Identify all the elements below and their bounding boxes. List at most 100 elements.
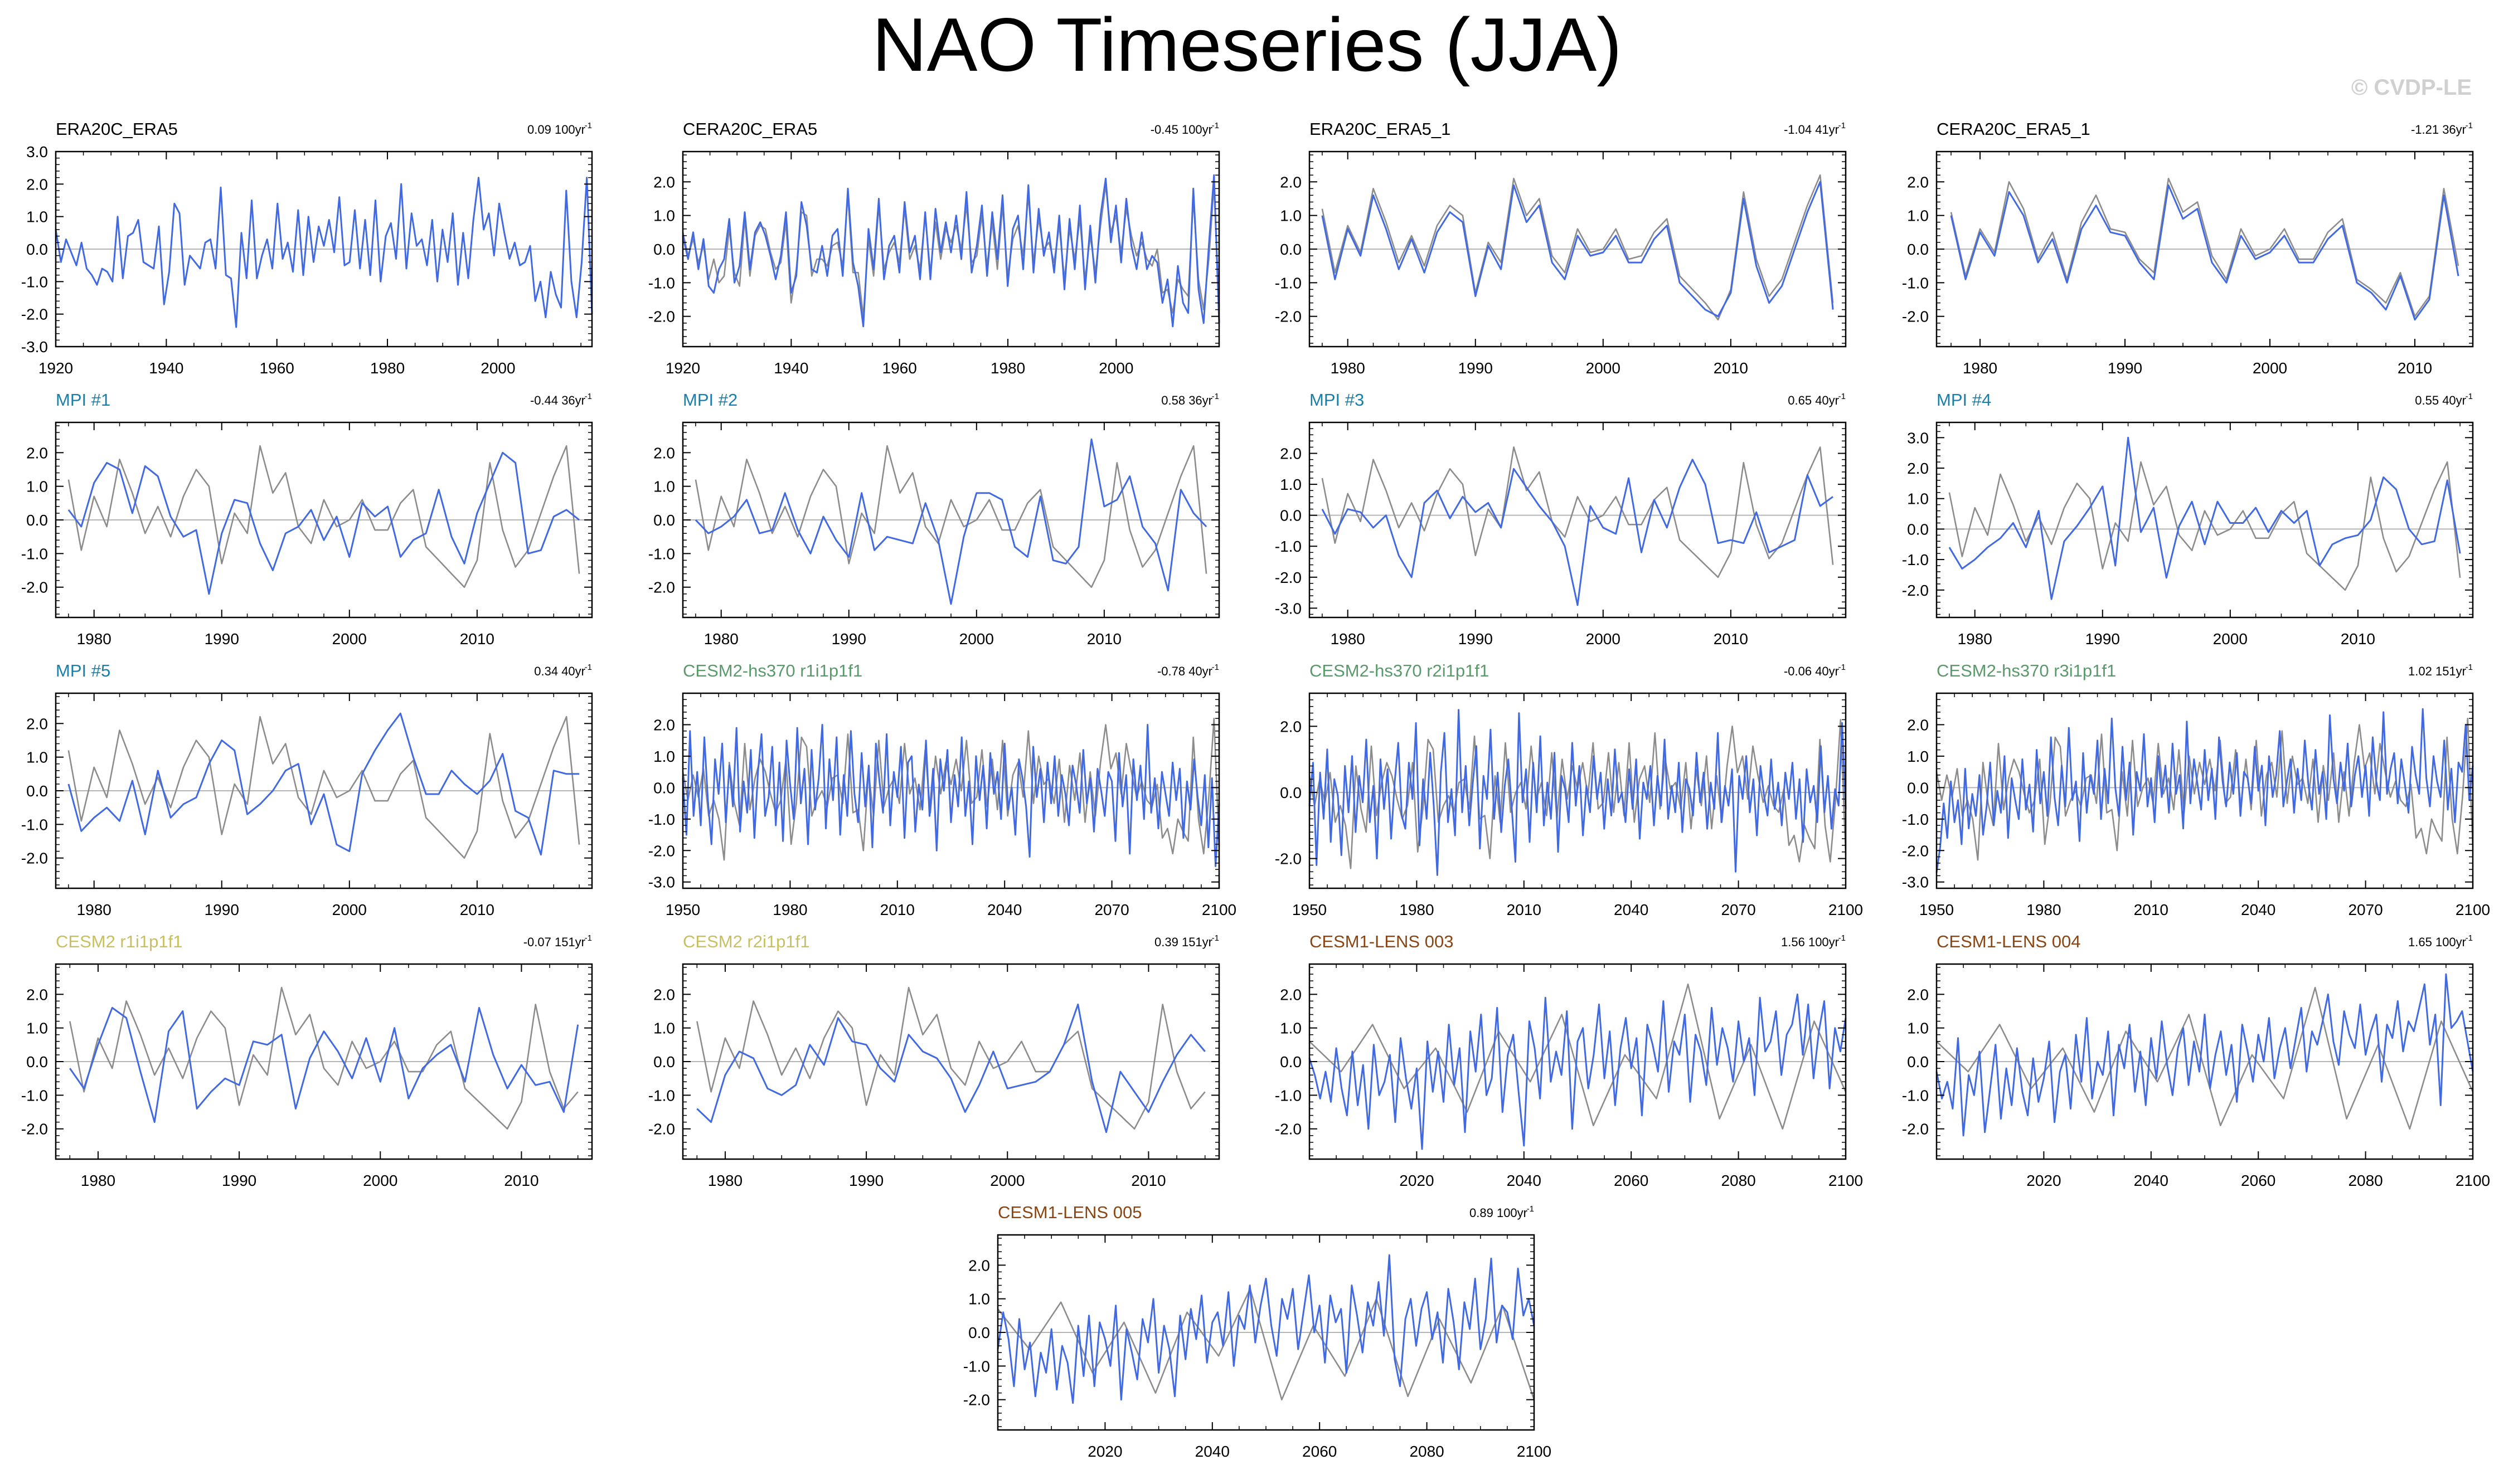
panel-title: CESM2-hs370 r3i1p1f1: [1937, 661, 2116, 680]
trend-superscript: -1: [585, 121, 592, 130]
x-tick-label: 2020: [1088, 1443, 1122, 1460]
obs-series-line: [997, 1288, 1535, 1400]
obs-series-line: [67, 445, 580, 588]
trend-label: -1.21 36yr: [2411, 123, 2466, 137]
x-tick-label: 1990: [2085, 630, 2120, 648]
chart-panel: CESM1-LENS 005 0.89 100yr-1 2.0 1.0 0.0 -1.0 -…: [963, 1203, 1551, 1460]
y-tick-label: 1.0: [1280, 1020, 1302, 1037]
panel-title: CERA20C_ERA5: [683, 119, 817, 139]
panel-title: ERA20C_ERA5: [56, 119, 178, 139]
trend-superscript: -1: [2466, 392, 2473, 401]
x-tick-label: 2070: [1094, 901, 1129, 918]
x-tick-label: 2020: [2026, 1172, 2061, 1189]
y-tick-label: 2.0: [1280, 173, 1302, 191]
trend-superscript: -1: [585, 933, 592, 943]
y-tick-label: -1.0: [1902, 811, 1929, 828]
model-series-line: [69, 1006, 579, 1123]
x-tick-label: 1950: [1919, 901, 1954, 918]
y-tick-label: 0.0: [1280, 507, 1302, 524]
trend-superscript: -1: [1212, 663, 1219, 672]
y-tick-label: -3.0: [1275, 600, 1302, 617]
y-tick-label: -1.0: [1902, 274, 1929, 291]
chart-panel: MPI #3 0.65 40yr-1 2.0 1.0 0.0 -1.0 -2.0 -3.0 19…: [1275, 390, 1847, 648]
chart-panel: MPI #1 -0.44 36yr-1 2.0 1.0 0.0 -1.0 -2.0 1980 1…: [21, 390, 593, 648]
y-tick-label: -2.0: [1902, 842, 1929, 859]
panel-title: MPI #3: [1309, 390, 1364, 410]
plot-frame: [1308, 421, 1847, 619]
y-tick-label: -3.0: [648, 874, 675, 891]
y-tick-label: 2.0: [1907, 173, 1929, 191]
y-tick-label: 0.0: [653, 241, 675, 258]
x-tick-label: 1990: [2108, 359, 2142, 377]
panel-title: CESM1-LENS 004: [1937, 932, 2080, 951]
x-tick-label: 2000: [481, 359, 515, 377]
panel-title: MPI #5: [56, 661, 110, 680]
x-tick-label: 1980: [1331, 630, 1365, 648]
y-tick-label: 1.0: [1907, 1020, 1929, 1037]
chart-panel: CESM2 r1i1p1f1 -0.07 151yr-1 2.0 1.0 0.0 -1.0…: [21, 932, 593, 1189]
y-tick-label: -2.0: [648, 308, 675, 325]
y-tick-label: -2.0: [1275, 1121, 1302, 1138]
x-tick-label: 1980: [2026, 901, 2061, 918]
y-tick-label: -2.0: [1275, 308, 1302, 325]
y-tick-label: 0.0: [26, 1053, 48, 1071]
y-tick-label: -1.0: [648, 545, 675, 562]
y-tick-label: -1.0: [1275, 1087, 1302, 1104]
x-tick-label: 2000: [363, 1172, 397, 1189]
x-tick-label: 2000: [2253, 359, 2287, 377]
trend-superscript: -1: [585, 663, 592, 672]
x-tick-label: 2100: [1828, 901, 1863, 918]
y-tick-label: 0.0: [653, 779, 675, 796]
trend-label: -0.78 40yr: [1157, 664, 1212, 678]
x-tick-label: 2060: [1614, 1172, 1648, 1189]
y-tick-label: -1.0: [21, 816, 48, 833]
x-tick-label: 1980: [704, 630, 739, 648]
trend-superscript: -1: [1838, 121, 1846, 130]
trend-label: -0.07 151yr: [523, 935, 585, 949]
obs-series-line: [1936, 986, 2474, 1130]
x-tick-label: 2010: [1131, 1172, 1166, 1189]
panel-title: CERA20C_ERA5_1: [1937, 119, 2090, 139]
model-series-line: [1950, 184, 2459, 321]
credit-watermark: © CVDP-LE: [2351, 75, 2472, 100]
obs-series-line: [69, 986, 579, 1130]
y-tick-label: 0.0: [26, 782, 48, 800]
chart-panel: CERA20C_ERA5 -0.45 100yr-1 2.0 1.0 0.0 -1.0 -2…: [648, 119, 1220, 377]
x-tick-label: 2010: [504, 1172, 538, 1189]
x-tick-label: 2000: [1586, 630, 1620, 648]
x-tick-label: 2040: [1614, 901, 1648, 918]
y-tick-label: -2.0: [963, 1391, 990, 1409]
y-tick-label: -2.0: [1902, 1121, 1929, 1138]
trend-superscript: -1: [1838, 933, 1846, 943]
chart-panel: MPI #2 0.58 36yr-1 2.0 1.0 0.0 -1.0 -2.0 1980 19…: [648, 390, 1220, 648]
y-tick-label: 0.0: [1907, 779, 1929, 796]
x-tick-label: 2060: [1302, 1443, 1337, 1460]
y-tick-label: -1.0: [963, 1358, 990, 1375]
trend-label: -0.06 40yr: [1784, 664, 1839, 678]
trend-label: 1.02 151yr: [2408, 664, 2466, 678]
trend-label: 1.65 100yr: [2408, 935, 2466, 949]
y-tick-label: 2.0: [1907, 716, 1929, 733]
x-tick-label: 2070: [1721, 901, 1755, 918]
y-tick-label: 1.0: [26, 1020, 48, 1037]
y-tick-label: 0.0: [26, 241, 48, 258]
y-tick-label: 2.0: [26, 715, 48, 732]
obs-series-line: [696, 986, 1206, 1130]
x-tick-label: 2000: [332, 630, 367, 648]
model-series-line: [1308, 993, 1847, 1150]
x-tick-label: 2000: [990, 1172, 1025, 1189]
x-tick-label: 1990: [849, 1172, 884, 1189]
y-tick-label: 2.0: [1280, 445, 1302, 463]
x-tick-label: 1980: [773, 901, 807, 918]
trend-label: 0.39 151yr: [1154, 935, 1212, 949]
x-tick-label: 1990: [205, 901, 239, 918]
trend-superscript: -1: [585, 392, 592, 401]
y-tick-label: 1.0: [1907, 207, 1929, 225]
x-tick-label: 1940: [149, 359, 183, 377]
y-tick-label: 2.0: [26, 986, 48, 1003]
y-tick-label: -1.0: [1902, 551, 1929, 568]
obs-series-line: [67, 716, 580, 859]
panel-title: CESM1-LENS 003: [1309, 932, 1453, 951]
y-tick-label: -3.0: [1902, 874, 1929, 891]
y-tick-label: 0.0: [1280, 784, 1302, 801]
